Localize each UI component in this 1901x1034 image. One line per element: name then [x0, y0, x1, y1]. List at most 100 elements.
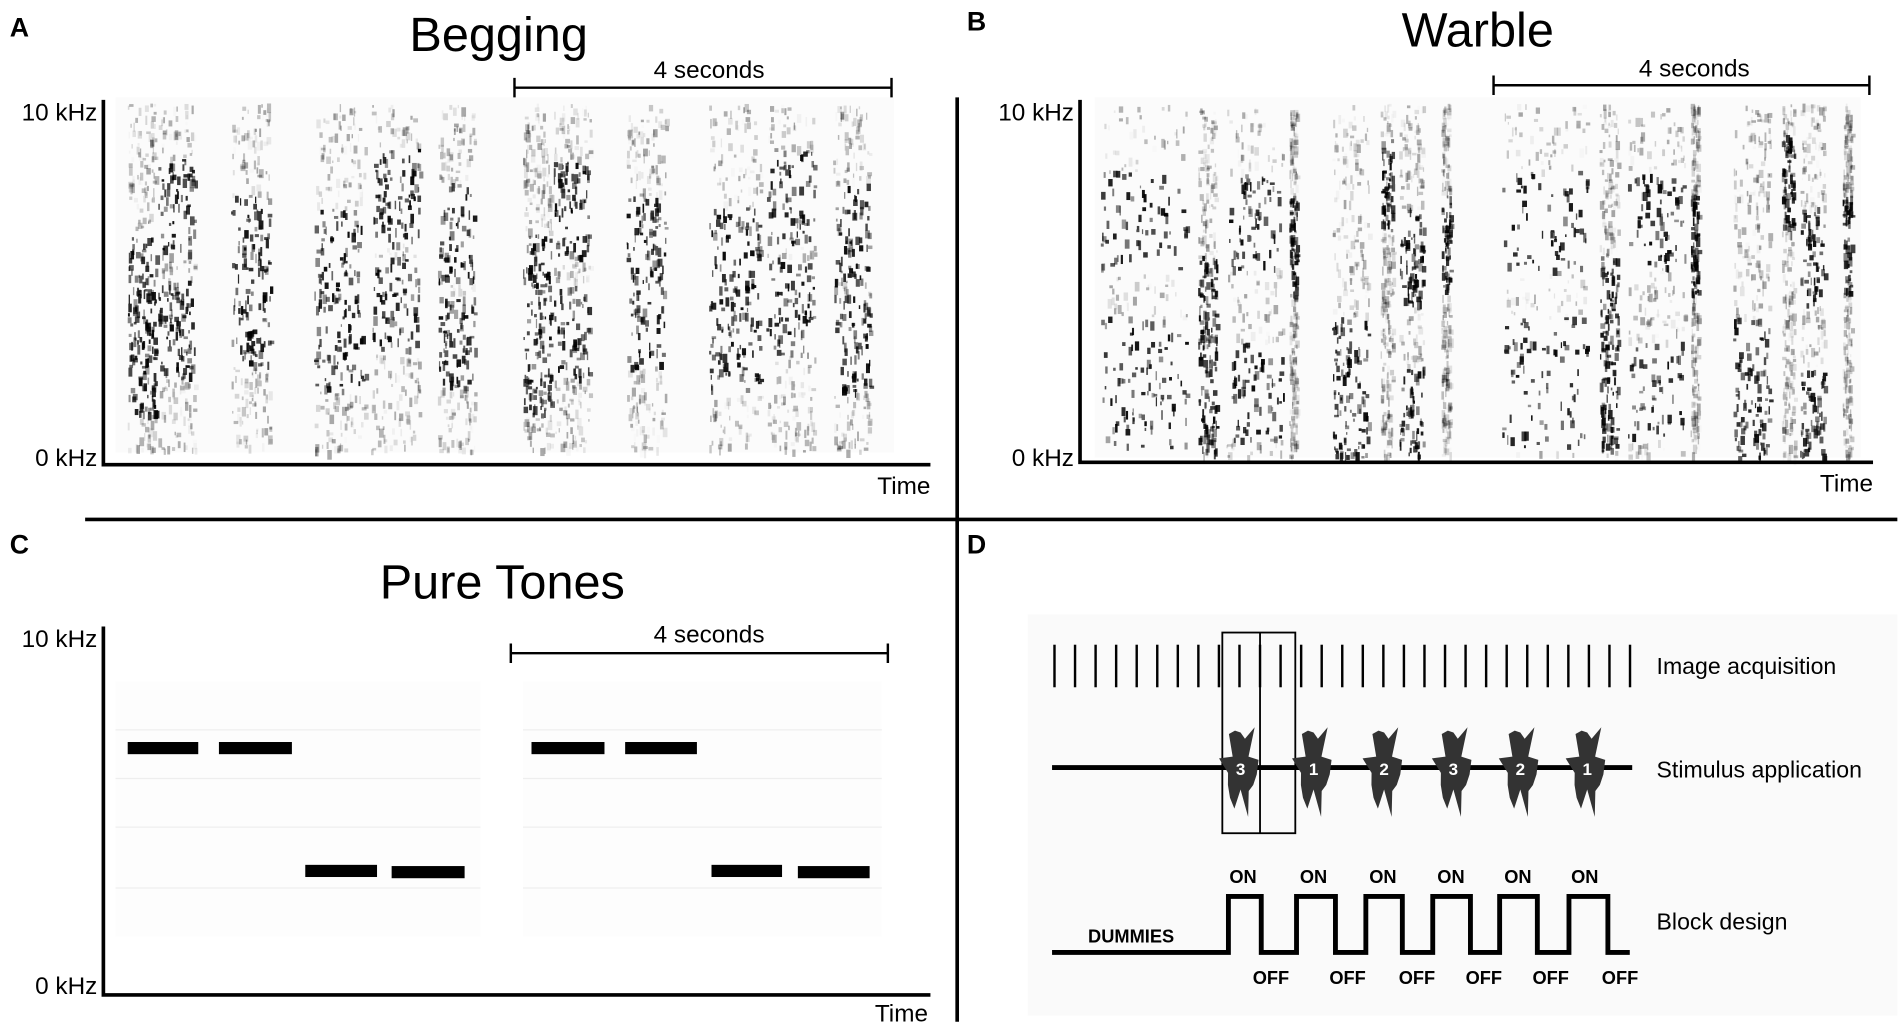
- spectrogram-cell: [340, 432, 343, 437]
- spectrogram-cell: [193, 229, 197, 239]
- spectrogram-cell: [1383, 211, 1386, 216]
- spectrogram-cell: [535, 318, 538, 329]
- spectrogram-cell: [1412, 174, 1415, 179]
- spectrogram-cell: [799, 210, 804, 216]
- spectrogram-cell: [1258, 216, 1261, 221]
- spectrogram-cell: [1382, 170, 1387, 174]
- spectrogram-cell: [1293, 387, 1296, 392]
- spectrogram-cell: [132, 183, 135, 194]
- spectrogram-cell: [583, 267, 587, 272]
- spectrogram-cell: [1386, 455, 1390, 461]
- spectrogram-cell: [1335, 349, 1338, 354]
- spectrogram-cell: [149, 390, 153, 395]
- spectrogram-cell: [1348, 200, 1352, 211]
- spectrogram-cell: [1345, 421, 1347, 427]
- spectrogram-cell: [159, 390, 164, 399]
- spectrogram-cell: [1290, 438, 1292, 448]
- spectrogram-cell: [454, 309, 459, 319]
- spectrogram-cell: [134, 355, 138, 360]
- spectrogram-cell: [766, 328, 770, 332]
- spectrogram-cell: [1130, 196, 1135, 202]
- spectrogram-cell: [555, 242, 561, 250]
- spectrogram-cell: [412, 162, 417, 171]
- spectrogram-cell: [844, 209, 848, 215]
- spectrogram-cell: [848, 327, 852, 332]
- spectrogram-cell: [1441, 344, 1446, 350]
- spectrogram-cell: [337, 288, 341, 292]
- spectrogram-cell: [331, 271, 334, 281]
- spectrogram-cell: [187, 252, 193, 261]
- spectrogram-cell: [575, 162, 579, 170]
- spectrogram-cell: [1411, 291, 1413, 300]
- spectrogram-cell: [733, 315, 738, 322]
- spectrogram-cell: [800, 352, 803, 359]
- spectrogram-cell: [754, 377, 757, 382]
- spectrogram-cell: [557, 326, 560, 334]
- spectrogram-cell: [729, 274, 734, 282]
- spectrogram-cell: [176, 297, 181, 304]
- spectrogram-cell: [1445, 436, 1450, 445]
- spectrogram-cell: [439, 247, 444, 257]
- spectrogram-cell: [1294, 440, 1298, 446]
- spectrogram-cell: [524, 116, 529, 120]
- spectrogram-cell: [416, 358, 420, 365]
- spectrogram-cell: [1269, 197, 1272, 202]
- spectrogram-cell: [1257, 211, 1262, 220]
- spectrogram-cell: [390, 263, 393, 273]
- spectrogram-cell: [1291, 371, 1294, 377]
- spectrogram-cell: [1290, 446, 1293, 452]
- spectrogram-cell: [550, 312, 554, 317]
- spectrogram-cell: [865, 112, 868, 120]
- spectrogram-cell: [853, 152, 855, 159]
- spectrogram-cell: [748, 187, 751, 196]
- spectrogram-cell: [1335, 362, 1338, 366]
- spectrogram-cell: [1184, 398, 1187, 405]
- spectrogram-cell: [757, 320, 763, 327]
- spectrogram-cell: [1159, 292, 1165, 299]
- spectrogram-cell: [1173, 246, 1177, 256]
- spectrogram-cell: [851, 271, 856, 278]
- spectrogram-cell: [410, 190, 414, 196]
- spectrogram-cell: [578, 172, 581, 177]
- spectrogram-cell: [166, 197, 169, 206]
- spectrogram-cell: [1409, 207, 1412, 218]
- spectrogram-cell: [864, 313, 867, 320]
- spectrogram-cell: [1294, 254, 1300, 258]
- spectrogram-cell: [1294, 444, 1299, 450]
- spectrogram-cell: [184, 401, 189, 411]
- spectrogram-cell: [1242, 379, 1247, 389]
- spectrogram-cell: [184, 129, 190, 133]
- spectrogram-cell: [714, 264, 718, 270]
- spectrogram-cell: [254, 401, 257, 407]
- spectrogram-cell: [866, 244, 868, 252]
- spectrogram-cell: [1445, 164, 1450, 169]
- spectrogram-cell: [1294, 394, 1300, 405]
- spectrogram-cell: [1290, 169, 1295, 174]
- spectrogram-cell: [783, 324, 788, 334]
- spectrogram-cell: [1390, 228, 1394, 233]
- spectrogram-cell: [1246, 312, 1249, 317]
- spectrogram-cell: [651, 165, 655, 175]
- spectrogram-cell: [754, 135, 758, 140]
- spectrogram-cell: [797, 430, 800, 437]
- spectrogram-cell: [185, 110, 189, 120]
- spectrogram-cell: [558, 428, 560, 433]
- spectrogram-cell: [149, 213, 154, 223]
- spectrogram-cell: [1198, 399, 1202, 403]
- spectrogram-cell: [1382, 389, 1386, 393]
- spectrogram-cell: [854, 355, 857, 365]
- spectrogram-cell: [320, 209, 324, 215]
- spectrogram-cell: [160, 365, 165, 372]
- spectrogram-cell: [1251, 385, 1256, 392]
- spectrogram-cell: [1361, 254, 1365, 261]
- spectrogram-cell: [1169, 377, 1172, 381]
- spectrogram-cell: [180, 243, 182, 253]
- spectrogram-cell: [1422, 367, 1425, 372]
- spectrogram-cell: [190, 276, 193, 284]
- spectrogram-cell: [545, 160, 548, 164]
- spectrogram-cell: [336, 346, 342, 353]
- spectrogram-cell: [536, 113, 540, 118]
- spectrogram-cell: [408, 194, 411, 198]
- spectrogram-cell: [867, 151, 870, 155]
- spectrogram-cell: [746, 109, 752, 115]
